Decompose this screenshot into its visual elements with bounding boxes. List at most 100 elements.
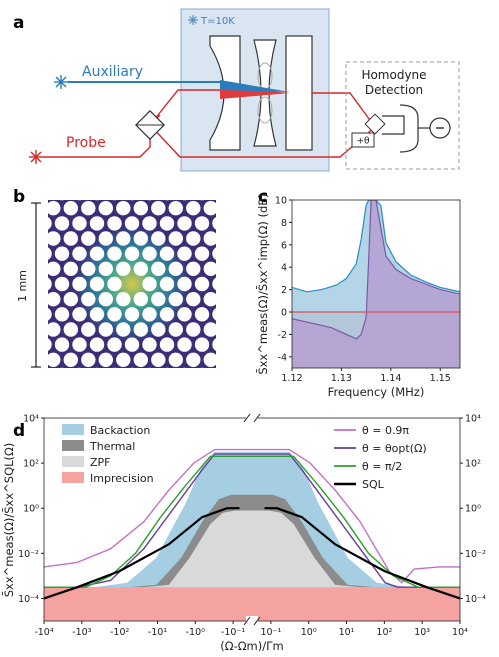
x-axis-label-c: Frequency (MHz)	[328, 385, 425, 399]
hole	[98, 352, 114, 367]
hole	[203, 322, 216, 337]
hole	[48, 338, 52, 351]
hole	[116, 231, 131, 246]
hole	[107, 276, 122, 292]
hole	[212, 308, 216, 321]
hole	[81, 231, 96, 246]
hole	[182, 200, 187, 201]
hole	[177, 337, 192, 352]
y-tick-label: -2	[278, 330, 287, 341]
hole	[48, 201, 61, 216]
frame-c	[291, 199, 461, 369]
y-tick-label: 0	[281, 308, 287, 319]
y-tick-label-right: 10⁻⁴	[465, 594, 486, 605]
hole	[59, 367, 65, 368]
hole	[116, 322, 131, 337]
hole	[177, 246, 192, 261]
hole	[239, 262, 253, 276]
probe-beam-in	[149, 89, 220, 126]
hole	[11, 353, 25, 367]
legend-label: Imprecision	[90, 472, 154, 485]
hole	[164, 200, 170, 201]
hole	[2, 307, 16, 321]
hole	[221, 353, 235, 367]
hole	[168, 201, 183, 216]
x-tick-label: -10⁰	[186, 627, 206, 638]
hole	[72, 337, 87, 352]
hole	[98, 231, 114, 246]
hole	[142, 307, 157, 322]
hole	[37, 186, 51, 200]
legend-label: Backaction	[90, 424, 150, 437]
y-ticks-c: -4 -2 0 2 4 6 8 10	[275, 196, 292, 363]
hole	[48, 261, 61, 276]
detector-2	[399, 104, 419, 153]
hole	[159, 246, 175, 261]
hole	[221, 292, 235, 306]
panel-label-c: c	[258, 187, 268, 207]
hole	[37, 368, 51, 382]
hole	[194, 216, 210, 231]
hole	[212, 277, 216, 291]
hole	[159, 216, 175, 231]
signal-beam	[312, 92, 376, 128]
hole	[239, 201, 253, 215]
hole	[116, 352, 131, 367]
hole	[182, 367, 187, 368]
hole	[81, 292, 96, 307]
hole	[177, 307, 192, 322]
hole	[94, 200, 100, 201]
y-tick-label-right: 10⁴	[465, 414, 481, 425]
y-ticks-d: 10⁻⁴ 10⁻⁴ 10⁻² 10⁻² 10⁰ 10⁰ 10² 10² 10⁴ 10⁴	[18, 414, 486, 605]
hole	[142, 276, 157, 292]
y-tick-label: 10²	[23, 459, 39, 470]
line-sql-left	[44, 507, 240, 600]
hole	[77, 367, 82, 368]
legend-swatch	[62, 424, 84, 435]
hole	[48, 277, 52, 291]
x-tick-label: 1.13	[331, 373, 352, 384]
hole	[63, 261, 78, 276]
hole	[2, 247, 16, 261]
legend-swatch	[62, 440, 84, 451]
hole	[63, 231, 78, 246]
hole	[199, 367, 205, 368]
y-tick-label-right: 10²	[465, 459, 481, 470]
hole	[48, 352, 61, 367]
homodyne-box	[345, 61, 460, 170]
panel-c: c 1.12 1.13 1.14 1.15 -4 -2 0 2 4 6 8 10 Frequency…	[256, 187, 461, 399]
homodyne-label: Homodyne	[361, 68, 426, 82]
x-tick-label: 10³	[414, 627, 430, 638]
hole	[239, 292, 253, 306]
hole	[112, 200, 117, 201]
x-tick-label: -10²	[110, 627, 130, 638]
mode-lobe	[257, 96, 273, 124]
hole	[98, 322, 114, 337]
homodyne-splitter-icon	[364, 113, 386, 135]
spectrum-d	[44, 448, 460, 621]
hole	[230, 307, 244, 321]
legend-d: Backaction Thermal ZPF Imprecision θ = 0.9π θ…	[62, 424, 427, 491]
x-tick-label: 1.15	[430, 373, 451, 384]
temperature-label: T=10K	[200, 16, 235, 27]
x-tick-label: -10¹	[148, 627, 168, 638]
hole	[116, 201, 131, 216]
legend-label: θ = 0.9π	[362, 424, 409, 437]
hole	[2, 216, 16, 230]
hole	[89, 307, 105, 322]
hole	[124, 307, 140, 322]
hole	[194, 276, 210, 292]
hole	[168, 292, 183, 307]
x-tick-label: -10³	[72, 627, 92, 638]
hole	[164, 367, 170, 368]
y-tick-label: 10⁰	[23, 504, 39, 515]
snowflake-icon	[188, 15, 198, 25]
hole	[89, 246, 105, 261]
hole	[133, 322, 148, 337]
hole	[239, 353, 253, 367]
hole	[159, 307, 175, 322]
hole	[159, 276, 175, 292]
phononic-crystal-image	[2, 186, 253, 382]
detector-1	[382, 115, 405, 135]
